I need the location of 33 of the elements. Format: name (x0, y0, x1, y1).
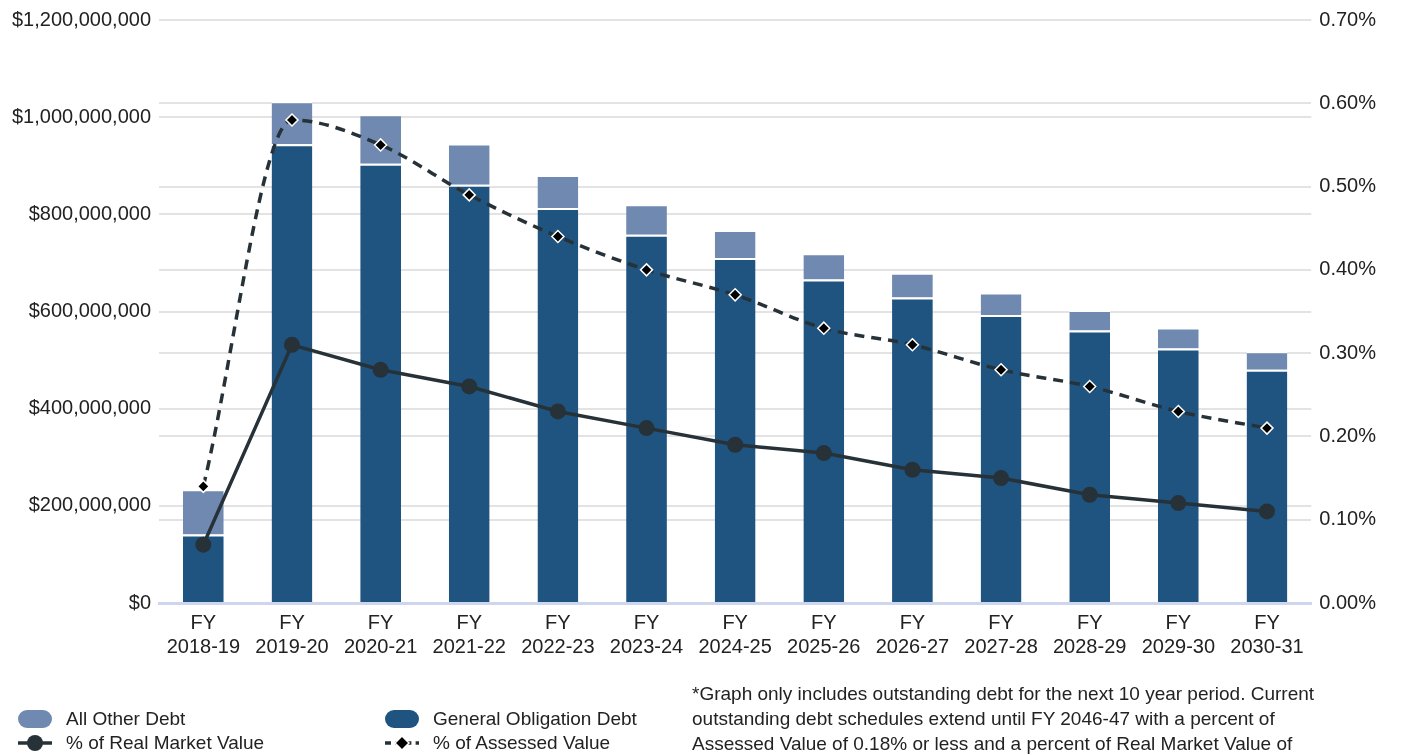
x-tick-label: FY 2018-19 (166, 610, 241, 657)
y2-tick-label: 0.00% (1319, 590, 1377, 613)
y2-tick-label: 0.40% (1319, 257, 1377, 280)
legend-label: % of Assessed Value (433, 732, 611, 754)
y-tick-label: $800,000,000 (28, 201, 152, 224)
x-tick-label: FY 2019-20 (255, 610, 329, 657)
x-tick-label: FY 2028-29 (1053, 610, 1127, 657)
x-tick-label: FY 2027-28 (964, 610, 1038, 657)
legend-label: General Obligation Debt (433, 708, 637, 730)
text: *Graph only includes outstanding debt for the next 10 year period. Current outstanding debt schedules extend until FY 2046-47 with a percent of Assessed Value of 0.18% or less and a percent of Real Market Value of (692, 682, 1316, 755)
y2-tick-label: 0.70% (1319, 7, 1377, 30)
x-tick-label: FY 2020-21 (343, 610, 418, 657)
x-tick-label: FY 2030-31 (1230, 610, 1304, 657)
legend-label: % of Real Market Value (66, 732, 265, 754)
y2-tick-label: 0.20% (1319, 423, 1377, 446)
y2-tick-label: 0.50% (1319, 174, 1377, 197)
y-tick-label: $400,000,000 (28, 396, 152, 419)
y-tick-label: $0 (128, 590, 152, 613)
x-tick-label: FY 2025-26 (787, 610, 861, 657)
y-tick-label: $200,000,000 (28, 493, 152, 516)
y-tick-label: $1,200,000,000 (11, 7, 152, 30)
y-tick-label: $600,000,000 (28, 299, 152, 322)
x-tick-label: FY 2029-30 (1141, 610, 1216, 657)
x-tick-label: FY 2023-24 (609, 610, 684, 657)
y-tick-label: $1,000,000,000 (11, 104, 152, 127)
x-tick-label: FY 2026-27 (875, 610, 950, 657)
y2-tick-label: 0.10% (1319, 507, 1377, 530)
legend-label: All Other Debt (66, 708, 186, 730)
x-tick-label: FY 2022-23 (521, 610, 595, 657)
y2-tick-label: 0.60% (1319, 90, 1377, 113)
x-tick-label: FY 2021-22 (432, 610, 506, 657)
x-tick-label: FY 2024-25 (698, 610, 772, 657)
y2-tick-label: 0.30% (1319, 340, 1377, 363)
